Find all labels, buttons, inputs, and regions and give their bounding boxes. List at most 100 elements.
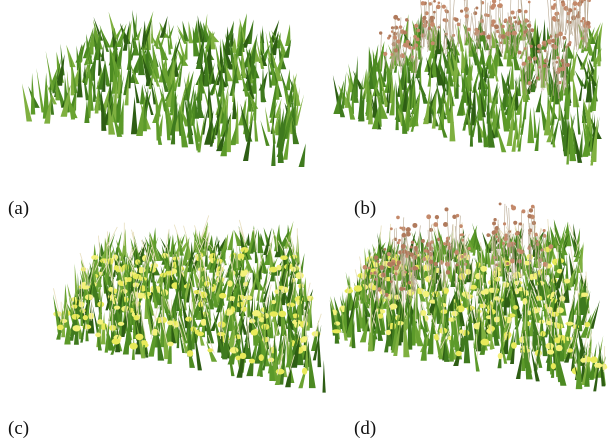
seed-head <box>446 270 451 275</box>
seed-head <box>580 20 583 23</box>
seed-head <box>409 252 413 256</box>
seed-head <box>394 26 398 30</box>
seed-head <box>390 280 393 283</box>
seed-head <box>442 5 446 9</box>
seed-head <box>528 81 532 85</box>
seed-head <box>391 262 395 266</box>
grass-blade <box>227 230 233 251</box>
seed-head <box>568 41 571 44</box>
seed-head <box>531 205 535 209</box>
seed-head <box>511 205 516 210</box>
seed-head <box>543 234 547 238</box>
seed-head <box>443 222 448 227</box>
seed-head <box>460 233 463 236</box>
seed-head <box>444 207 448 211</box>
seed-head <box>412 47 415 50</box>
flower <box>82 285 89 289</box>
seed-head <box>543 64 547 68</box>
seed-head <box>438 1 441 4</box>
grass-blade <box>575 70 585 86</box>
seed-head <box>396 216 400 220</box>
seed-head <box>497 4 500 7</box>
grass-blade <box>189 21 194 43</box>
flower <box>594 363 602 368</box>
grass-blade <box>265 106 271 132</box>
flower <box>251 329 258 335</box>
seed-head <box>505 31 510 36</box>
seed-head <box>543 229 546 232</box>
seed-head <box>552 16 556 20</box>
seed-head <box>374 255 379 260</box>
flower <box>585 322 591 327</box>
seed-head <box>394 266 399 271</box>
flower <box>83 315 88 320</box>
seed-head <box>433 0 436 3</box>
seed-head <box>430 16 434 20</box>
flower <box>345 289 354 294</box>
seed-head <box>460 10 463 13</box>
flower <box>494 277 500 282</box>
flower <box>334 321 340 325</box>
flower <box>511 342 517 349</box>
seed-head <box>543 262 548 267</box>
seed-head <box>413 35 417 39</box>
seed-head <box>519 249 524 254</box>
seed-head <box>564 6 569 11</box>
seed-head <box>536 76 539 79</box>
seed-head <box>587 0 591 2</box>
seed-head <box>421 1 425 5</box>
seed-head <box>562 36 566 40</box>
seed-head <box>513 221 517 225</box>
seed-head <box>537 50 540 53</box>
grass-blade <box>293 74 300 106</box>
seed-head <box>465 14 469 18</box>
seed-head <box>492 3 497 8</box>
flower <box>249 359 255 364</box>
seed-head <box>582 17 585 20</box>
seed-head <box>499 0 502 1</box>
flower <box>551 363 556 369</box>
flower <box>276 369 285 375</box>
seed-head <box>421 239 425 243</box>
panel-image <box>22 10 306 167</box>
seed-head <box>422 16 426 20</box>
flower <box>441 309 448 314</box>
flower <box>480 339 489 346</box>
seed-head <box>533 56 537 60</box>
seed-head <box>518 50 522 54</box>
seed-head <box>522 63 525 66</box>
flower <box>456 351 462 356</box>
seed-head <box>573 1 578 6</box>
flower <box>219 293 227 299</box>
seed-head <box>548 244 553 249</box>
seed-stalk <box>390 224 391 246</box>
seed-head <box>384 248 387 251</box>
flower <box>118 281 127 286</box>
seed-head <box>551 5 556 10</box>
seed-head <box>387 252 391 256</box>
seed-head <box>368 267 371 270</box>
seed-head <box>378 287 381 290</box>
seed-head <box>454 18 458 22</box>
seed-head <box>408 46 412 50</box>
seed-head <box>492 0 496 3</box>
seed-head <box>541 248 544 251</box>
seed-head <box>543 44 546 47</box>
seed-head <box>390 227 393 230</box>
seed-head <box>429 260 434 265</box>
seed-head <box>510 10 514 14</box>
flower <box>564 279 570 284</box>
seed-head <box>467 28 471 32</box>
seed-head <box>494 24 499 29</box>
seed-head <box>397 241 400 244</box>
seed-head <box>493 218 496 221</box>
seed-head <box>426 214 431 219</box>
grass-blade <box>299 143 306 167</box>
seed-head <box>480 32 483 35</box>
panel-image <box>333 0 603 165</box>
seed-head <box>527 23 531 27</box>
seed-head <box>379 31 382 34</box>
seed-head <box>558 32 563 37</box>
seed-head <box>527 214 531 218</box>
seed-head <box>446 242 450 246</box>
